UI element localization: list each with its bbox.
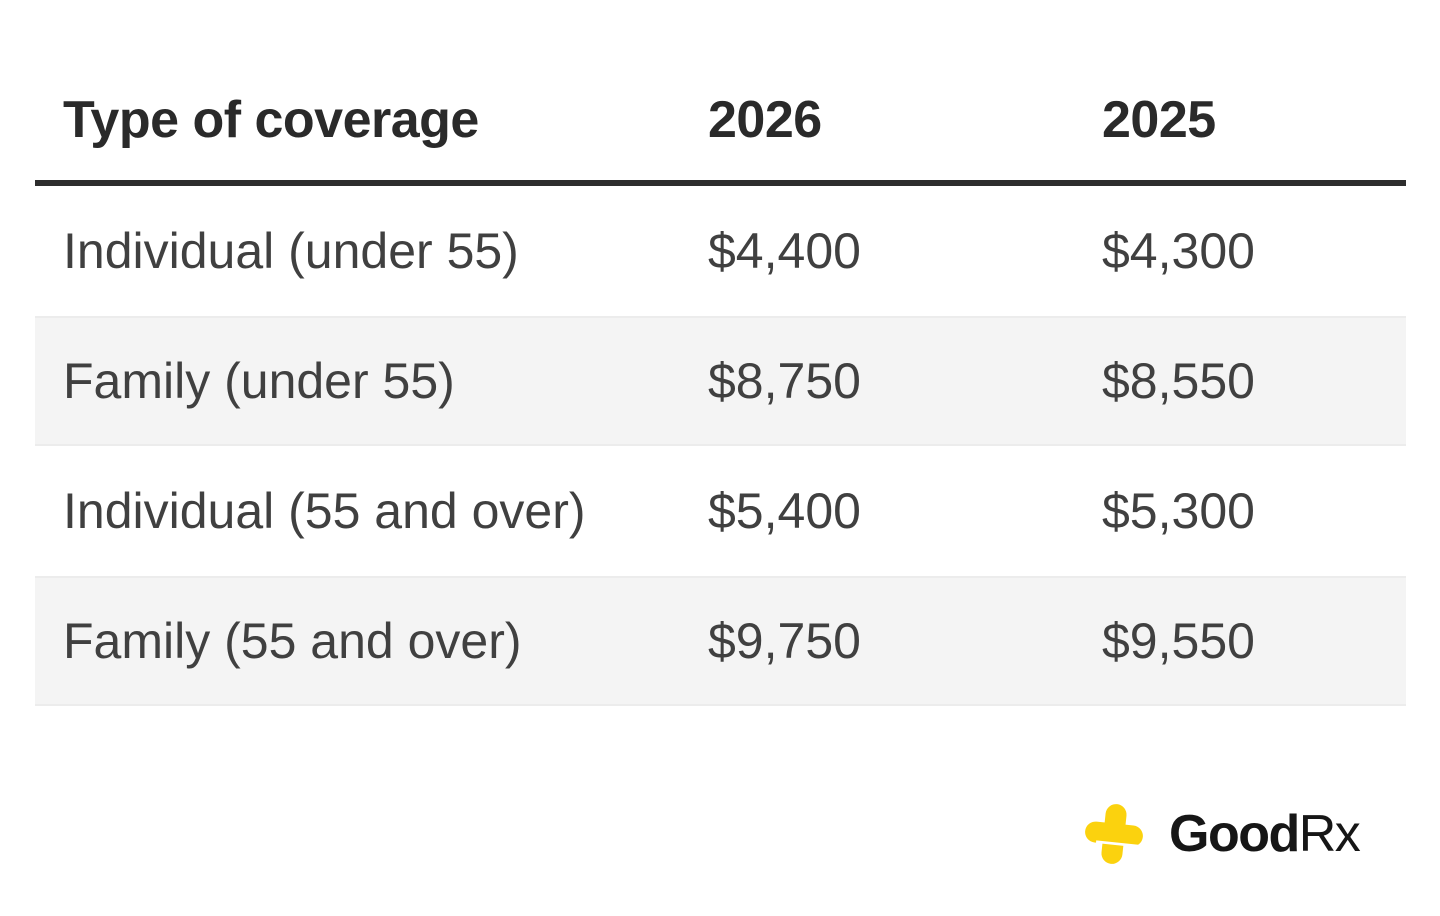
value-2025-cell: $4,300 [1102,223,1255,279]
value-2026-cell: $4,400 [708,223,861,279]
coverage-type-cell: Family (under 55) [63,353,455,409]
goodrx-logo: GoodRx [1085,802,1361,866]
table-row-individual-55-and-over: Individual (55 and over) $5,400 $5,300 [35,446,1406,576]
value-2025-cell: $8,550 [1102,353,1255,409]
value-2026-cell: $5,400 [708,483,861,539]
value-2026-cell: $8,750 [708,353,861,409]
column-header-2025: 2025 [1102,91,1216,149]
table-row-family-55-and-over: Family (55 and over) $9,750 $9,550 [35,576,1406,706]
goodrx-wordmark-rx: Rx [1298,805,1361,863]
coverage-type-cell: Individual (55 and over) [63,483,586,539]
goodrx-wordmark-good: Good [1169,805,1300,863]
goodrx-wordmark: GoodRx [1169,805,1361,863]
coverage-table: Type of coverage 2026 2025 Individual (u… [35,60,1406,706]
table-header-row: Type of coverage 2026 2025 [35,60,1406,180]
value-2025-cell: $9,550 [1102,613,1255,669]
value-2025-cell: $5,300 [1102,483,1255,539]
table-row-individual-under-55: Individual (under 55) $4,400 $4,300 [35,186,1406,316]
column-header-type-of-coverage: Type of coverage [63,91,479,149]
header-divider [35,180,1406,186]
coverage-type-cell: Individual (under 55) [63,223,519,279]
table-row-family-under-55: Family (under 55) $8,750 $8,550 [35,316,1406,446]
goodrx-cross-icon [1085,804,1143,864]
value-2026-cell: $9,750 [708,613,861,669]
coverage-type-cell: Family (55 and over) [63,613,522,669]
column-header-2026: 2026 [708,91,822,149]
